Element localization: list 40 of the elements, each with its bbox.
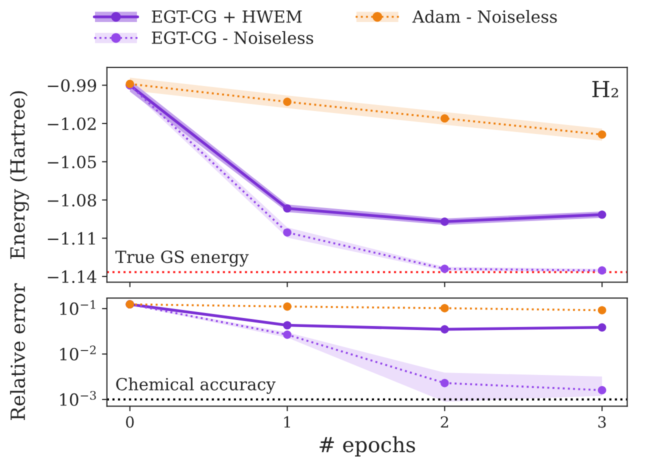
y-axis-title: Relative error bbox=[10, 283, 26, 420]
point bbox=[283, 330, 292, 339]
point bbox=[440, 325, 449, 334]
point bbox=[598, 306, 606, 314]
x-tick-label: 2 bbox=[440, 416, 448, 428]
point bbox=[440, 217, 449, 226]
ref-line-label: True GS energy bbox=[115, 250, 249, 267]
point bbox=[440, 378, 449, 388]
y-tick-label: −1.08 bbox=[48, 194, 96, 207]
point bbox=[440, 304, 449, 312]
x-tick-label: 3 bbox=[598, 416, 606, 428]
ref-line-label: Chemical accuracy bbox=[116, 378, 276, 394]
y-tick-label: −1.11 bbox=[48, 232, 95, 245]
point bbox=[598, 130, 606, 139]
y-tick-label: 10$^{−3}$ bbox=[60, 390, 96, 406]
legend-label: EGT-CG + HWEM bbox=[152, 10, 302, 23]
y-axis-title: Energy (Hartree) bbox=[10, 91, 29, 259]
x-tick-label: 1 bbox=[284, 416, 290, 428]
y-tick-label: −1.14 bbox=[48, 270, 96, 284]
y-tick-label: 10$^{−1}$ bbox=[60, 300, 96, 316]
point bbox=[440, 264, 449, 273]
point bbox=[598, 266, 606, 275]
point bbox=[598, 323, 606, 332]
point bbox=[283, 302, 292, 311]
point bbox=[598, 210, 606, 219]
y-tick-label: −1.05 bbox=[48, 156, 96, 168]
point bbox=[598, 386, 606, 394]
annotation: H₂ bbox=[592, 80, 618, 98]
point bbox=[283, 228, 292, 237]
y-tick-label: 10$^{−2}$ bbox=[60, 346, 96, 360]
legend-label: Adam - Noiseless bbox=[412, 10, 557, 23]
legend-label: EGT-CG - Noiseless bbox=[152, 31, 314, 44]
y-tick-label: −0.99 bbox=[48, 79, 96, 92]
point bbox=[283, 98, 292, 106]
point bbox=[283, 321, 292, 330]
point bbox=[283, 204, 292, 213]
x-tick-label: 0 bbox=[126, 416, 134, 428]
x-axis-title: # epochs bbox=[320, 436, 416, 456]
point bbox=[440, 114, 449, 123]
y-tick-label: −1.02 bbox=[48, 117, 96, 130]
